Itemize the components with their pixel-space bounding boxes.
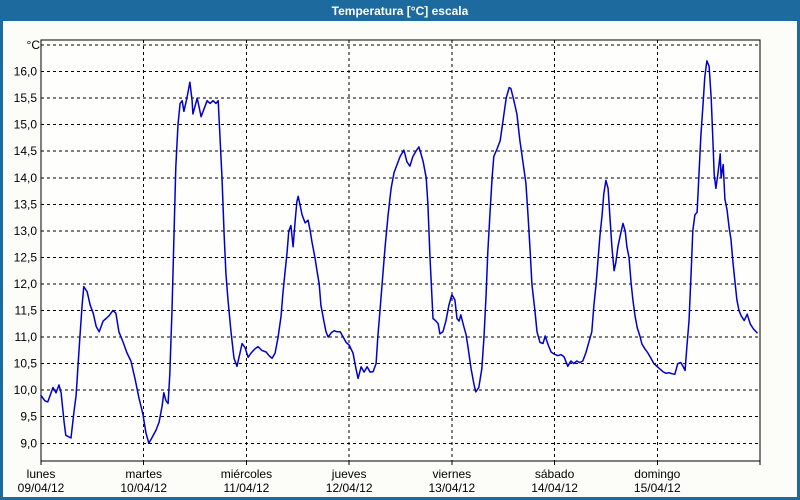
day-name-label: domingo [634,467,680,481]
day-name-label: martes [125,467,162,481]
plot-border [40,39,761,462]
day-name-label: sábado [535,467,575,481]
y-axis-label: 15,5 [14,91,38,105]
day-date-label: 10/04/12 [120,481,167,495]
day-name-label: jueves [331,467,367,481]
y-axis-unit-label: °C [27,38,41,52]
y-axis-label: 10,5 [14,357,38,371]
day-date-label: 15/04/12 [634,481,681,495]
y-axis-label: 9,0 [20,436,37,450]
y-axis-label: 16,0 [14,65,38,79]
day-date-label: 12/04/12 [326,481,373,495]
y-axis-label: 10,0 [14,383,38,397]
window-title: Temperatura [°C] escala [331,3,469,18]
temperature-series-line [40,60,758,445]
y-axis-label: 14,0 [14,171,38,185]
y-axis-label: 12,0 [14,277,38,291]
day-date-label: 09/04/12 [18,481,65,495]
y-axis-label: 13,5 [14,197,38,211]
y-axis-label: 9,5 [20,410,37,424]
day-date-label: 13/04/12 [428,481,475,495]
y-axis-label: 14,5 [14,144,38,158]
day-name-label: lunes [27,467,56,481]
y-axis-label: 13,0 [14,224,38,238]
day-date-label: 11/04/12 [224,481,270,495]
day-name-label: miércoles [221,467,272,481]
y-axis-label: 11,0 [15,330,38,344]
y-axis-label: 11,5 [15,304,38,318]
y-axis-label: 12,5 [14,250,38,264]
window-title-bar[interactable]: Temperatura [°C] escala [0,0,800,21]
day-date-label: 14/04/12 [531,481,578,495]
day-name-label: viernes [433,467,472,481]
y-axis-label: 15,0 [14,118,38,132]
